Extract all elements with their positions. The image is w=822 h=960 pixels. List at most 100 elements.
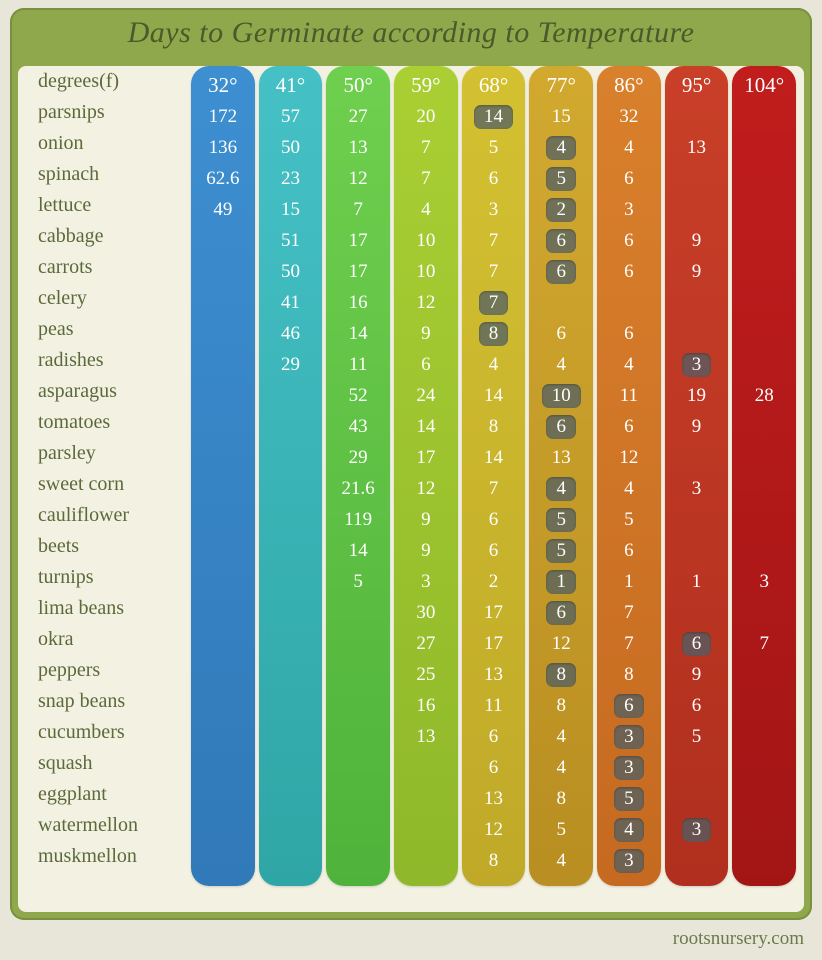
data-cell — [732, 597, 796, 628]
optimal-highlight: 3 — [682, 353, 712, 377]
data-cell: 12 — [394, 473, 458, 504]
optimal-highlight: 8 — [546, 663, 576, 687]
data-cell: 46 — [259, 318, 323, 349]
data-cell: 17 — [462, 597, 526, 628]
optimal-highlight: 3 — [614, 725, 644, 749]
data-cell: 9 — [394, 504, 458, 535]
data-cell: 57 — [259, 101, 323, 132]
vegetable-label: cauliflower — [38, 500, 188, 531]
data-cell: 17 — [394, 442, 458, 473]
data-cell: 10 — [394, 225, 458, 256]
data-cell: 3 — [597, 194, 661, 225]
data-cell: 7 — [732, 628, 796, 659]
vegetable-label: radishes — [38, 345, 188, 376]
data-cell: 13 — [665, 132, 729, 163]
data-cell: 5 — [597, 504, 661, 535]
data-cell: 51 — [259, 225, 323, 256]
data-cell: 5 — [529, 163, 593, 194]
data-cell: 8 — [529, 659, 593, 690]
temperature-column: 68°1456377784148147662171713116613128 — [462, 66, 526, 886]
data-cell: 7 — [462, 225, 526, 256]
temperature-column: 95°139931993169653 — [665, 66, 729, 886]
data-cell — [665, 504, 729, 535]
data-cell: 5 — [529, 535, 593, 566]
data-cell — [665, 163, 729, 194]
temperature-column: 77°1545266641061345516128844854 — [529, 66, 593, 886]
data-cell: 52 — [326, 380, 390, 411]
data-cell — [732, 194, 796, 225]
data-cell: 6 — [529, 225, 593, 256]
optimal-highlight: 6 — [614, 694, 644, 718]
data-cell: 7 — [462, 473, 526, 504]
column-header: 32° — [191, 70, 255, 101]
optimal-highlight: 4 — [546, 136, 576, 160]
data-cell: 14 — [394, 411, 458, 442]
vegetable-label: tomatoes — [38, 407, 188, 438]
temperature-column: 86°324636664116124561778633543 — [597, 66, 661, 886]
title: Days to Germinate according to Temperatu… — [10, 16, 812, 50]
optimal-highlight: 5 — [614, 787, 644, 811]
data-cell: 7 — [597, 597, 661, 628]
temperature-column: 32°17213662.649 — [191, 66, 255, 886]
data-cell: 12 — [597, 442, 661, 473]
data-cell: 4 — [529, 132, 593, 163]
data-cell: 1 — [529, 566, 593, 597]
data-cell: 14 — [462, 442, 526, 473]
data-cell: 119 — [326, 504, 390, 535]
data-cell: 4 — [394, 194, 458, 225]
optimal-highlight: 6 — [546, 260, 576, 284]
data-cell: 4 — [529, 845, 593, 876]
data-cell: 5 — [529, 504, 593, 535]
germination-table: degrees(f)parsnipsonionspinachlettucecab… — [18, 66, 804, 94]
data-cell — [665, 194, 729, 225]
column-header: 86° — [597, 70, 661, 101]
optimal-highlight: 5 — [546, 539, 576, 563]
columns-wrap: 32°17213662.64941°57502315515041462950°2… — [191, 66, 796, 886]
data-cell: 10 — [394, 256, 458, 287]
panel: degrees(f)parsnipsonionspinachlettucecab… — [18, 66, 804, 912]
data-cell: 6 — [462, 163, 526, 194]
data-cell: 10 — [529, 380, 593, 411]
data-cell: 32 — [597, 101, 661, 132]
data-cell: 2 — [529, 194, 593, 225]
column-header: 77° — [529, 70, 593, 101]
optimal-highlight: 6 — [546, 601, 576, 625]
data-cell: 29 — [326, 442, 390, 473]
data-cell: 41 — [259, 287, 323, 318]
data-cell: 14 — [326, 318, 390, 349]
data-cell: 3 — [665, 473, 729, 504]
data-cell — [665, 287, 729, 318]
data-cell: 13 — [394, 721, 458, 752]
data-cell: 15 — [259, 194, 323, 225]
data-cell: 6 — [597, 225, 661, 256]
vegetable-label: snap beans — [38, 686, 188, 717]
vegetable-label: squash — [38, 748, 188, 779]
optimal-highlight: 5 — [546, 167, 576, 191]
temperature-column: 59°2077410101296241417129933027251613 — [394, 66, 458, 886]
data-cell: 8 — [462, 845, 526, 876]
optimal-highlight: 4 — [546, 477, 576, 501]
data-cell: 3 — [597, 845, 661, 876]
data-cell: 4 — [597, 473, 661, 504]
vegetable-label: muskmellon — [38, 841, 188, 872]
data-cell — [732, 349, 796, 380]
data-cell: 5 — [529, 814, 593, 845]
data-cell: 13 — [529, 442, 593, 473]
data-cell — [732, 225, 796, 256]
data-cell: 17 — [326, 256, 390, 287]
data-cell: 6 — [529, 256, 593, 287]
column-header: 68° — [462, 70, 526, 101]
optimal-highlight: 3 — [614, 756, 644, 780]
data-cell: 29 — [259, 349, 323, 380]
data-cell — [665, 752, 729, 783]
data-cell: 4 — [529, 721, 593, 752]
temperature-column: 104°2837 — [732, 66, 796, 886]
row-header-label: degrees(f) — [38, 66, 188, 97]
data-cell: 8 — [462, 318, 526, 349]
optimal-highlight: 3 — [682, 818, 712, 842]
data-cell — [665, 783, 729, 814]
optimal-highlight: 14 — [474, 105, 513, 129]
data-cell: 9 — [394, 318, 458, 349]
data-cell: 3 — [665, 349, 729, 380]
data-cell — [732, 132, 796, 163]
